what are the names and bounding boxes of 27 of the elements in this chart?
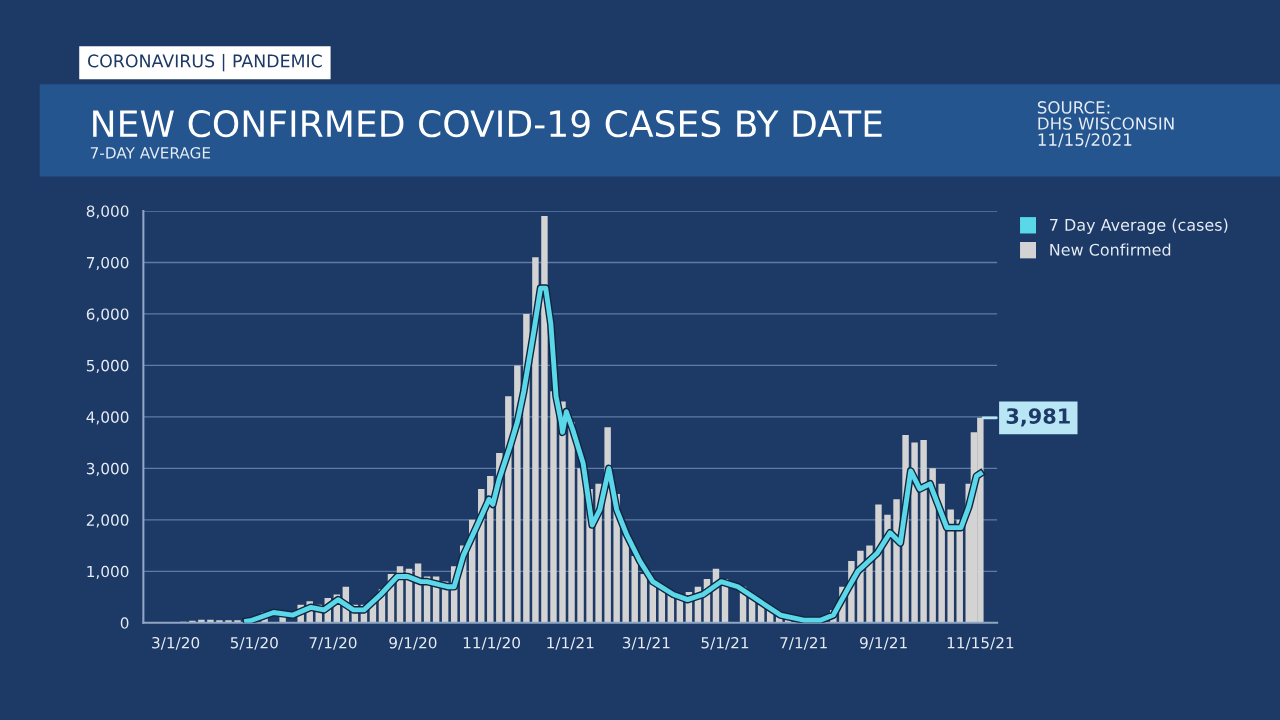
chart-subtitle: 7-DAY AVERAGE [90,147,211,159]
x-tick-label: 1/1/21 [547,636,594,650]
x-tick-label: 11/15/21 [947,636,1014,650]
x-tick-label: 7/1/20 [309,636,357,650]
legend-label: New Confirmed [1050,243,1171,256]
annotation: 3,981 [1006,408,1070,427]
y-tick-label: 5,000 [86,359,129,373]
y-tick-label: 0 [120,617,129,629]
x-tick-label: 5/1/21 [701,636,749,650]
text: CORONAVIRUS | PANDEMIC [88,53,322,72]
x-tick-label: 3/1/21 [622,636,670,650]
y-tick-label: 6,000 [86,308,129,322]
y-tick-label: 1,000 [87,565,129,579]
y-tick-label: 3,000 [86,462,129,476]
y-tick-label: 4,000 [86,411,129,425]
y-tick-label: 7,000 [86,256,129,271]
x-tick-label: 3/1/20 [152,636,200,650]
legend-label: 7 Day Average (cases) [1050,218,1228,234]
x-tick-label: 5/1/20 [230,636,278,650]
y-tick-label: 8,000 [86,205,129,219]
x-tick-label: 7/1/21 [780,636,827,650]
x-tick-label: 9/1/21 [860,636,907,650]
x-tick-label: 11/1/20 [463,636,520,650]
y-tick-label: 2,000 [86,514,129,528]
x-tick-label: 9/1/20 [389,636,437,650]
chart-title: NEW CONFIRMED COVID-19 CASES BY DATE [93,110,882,138]
source-note: SOURCE: DHS WISCONSIN 11/15/2021 [1037,101,1174,148]
